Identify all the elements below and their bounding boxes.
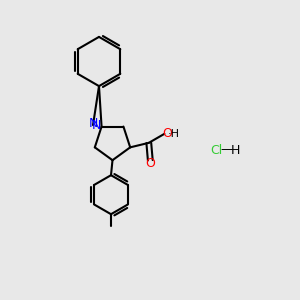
Text: ·H: ·H <box>167 129 179 140</box>
Text: O: O <box>146 157 155 170</box>
Text: H: H <box>231 143 240 157</box>
Text: N: N <box>88 117 98 130</box>
Text: —: — <box>220 143 233 157</box>
Text: N: N <box>92 118 101 132</box>
Text: O: O <box>162 127 172 140</box>
Text: Cl: Cl <box>210 143 222 157</box>
